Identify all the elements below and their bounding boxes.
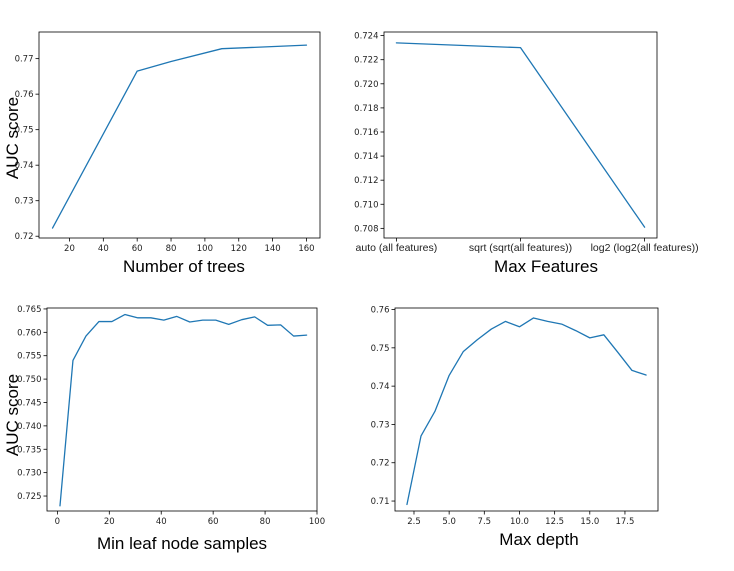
x-tick-label: 0 [55, 517, 60, 527]
y-tick-label: 0.73 [371, 420, 390, 430]
x-tick-label: auto (all features) [356, 242, 438, 254]
plot-frame [383, 31, 658, 239]
series-line [51, 44, 308, 229]
x-tick-label: 40 [156, 517, 167, 527]
plot-frame [394, 307, 659, 512]
y-tick-label: 0.74 [15, 161, 34, 171]
x-tick-label: 10.0 [510, 517, 529, 527]
y-axis-label: AUC score [3, 97, 22, 179]
x-tick-label: 2.5 [407, 517, 421, 527]
y-tick-label: 0.76 [15, 90, 34, 100]
y-tick-label: 0.71 [371, 497, 390, 507]
x-axis-label: Max Features [494, 257, 598, 276]
y-tick-label: 0.730 [17, 469, 41, 479]
y-tick-label: 0.722 [354, 56, 378, 66]
x-tick-label: 80 [260, 517, 271, 527]
y-tick-label: 0.75 [371, 344, 390, 354]
series-line [406, 317, 647, 506]
x-tick-label: 15.0 [580, 517, 599, 527]
x-tick-label: 60 [132, 244, 143, 254]
series-line [395, 42, 646, 228]
x-tick-label: 7.5 [478, 517, 492, 527]
y-tick-label: 0.74 [371, 382, 390, 392]
y-tick-label: 0.72 [15, 232, 34, 242]
x-axis-label: Min leaf node samples [97, 534, 267, 553]
y-tick-label: 0.755 [17, 352, 41, 362]
y-axis-label: AUC score [3, 374, 22, 456]
y-tick-label: 0.725 [17, 492, 41, 502]
x-tick-label: log2 (log2(all features)) [591, 242, 699, 254]
y-tick-label: 0.712 [354, 176, 378, 186]
y-tick-label: 0.720 [354, 80, 378, 90]
y-tick-label: 0.716 [354, 128, 378, 138]
chart-panel-max-features: 0.708 0.710 0.712 0.714 0.716 0.718 0.720 0.722… [354, 31, 699, 276]
x-tick-label: 17.5 [615, 517, 634, 527]
chart-panel-min-leaf: 0.725 0.730 0.735 0.740 0.745 0.750 0.755 0.760… [3, 305, 325, 553]
y-tick-label: 0.75 [15, 126, 34, 136]
x-tick-label: 20 [64, 244, 75, 254]
chart-panel-trees: 0.72 0.73 0.74 0.75 0.76 0.77 20 40 60 80 100 120 14… [3, 31, 321, 276]
x-tick-label: 160 [298, 244, 314, 254]
x-tick-label: 60 [208, 517, 219, 527]
x-tick-label: 140 [264, 244, 280, 254]
x-tick-label: sqrt (sqrt(all features)) [469, 242, 572, 254]
y-tick-label: 0.765 [17, 305, 41, 315]
x-tick-label: 80 [166, 244, 177, 254]
x-tick-label: 12.5 [545, 517, 564, 527]
x-tick-label: 100 [197, 244, 213, 254]
y-tick-label: 0.750 [17, 375, 41, 385]
series-line [59, 313, 308, 507]
y-tick-label: 0.760 [17, 328, 41, 338]
y-tick-label: 0.745 [17, 398, 41, 408]
y-tick-label: 0.714 [354, 152, 378, 162]
x-axis-label: Max depth [499, 530, 578, 549]
y-tick-label: 0.740 [17, 422, 41, 432]
x-tick-label: 20 [104, 517, 115, 527]
y-tick-label: 0.76 [371, 306, 390, 316]
y-tick-label: 0.735 [17, 445, 41, 455]
y-tick-label: 0.72 [371, 459, 390, 469]
plot-frame [46, 307, 318, 512]
y-tick-label: 0.77 [15, 55, 34, 65]
y-tick-label: 0.73 [15, 197, 34, 207]
y-tick-label: 0.724 [354, 32, 378, 42]
y-tick-label: 0.710 [354, 200, 378, 210]
y-tick-label: 0.718 [354, 104, 378, 114]
x-tick-label: 120 [231, 244, 247, 254]
x-tick-label: 40 [98, 244, 109, 254]
y-tick-label: 0.708 [354, 224, 378, 234]
x-tick-label: 5.0 [442, 517, 456, 527]
x-tick-label: 100 [309, 517, 325, 527]
chart-panel-max-depth: 0.71 0.72 0.73 0.74 0.75 0.76 2.5 5.0 7.5 10.0 12.… [371, 306, 659, 549]
x-axis-label: Number of trees [123, 257, 245, 276]
plot-frame [38, 31, 321, 239]
